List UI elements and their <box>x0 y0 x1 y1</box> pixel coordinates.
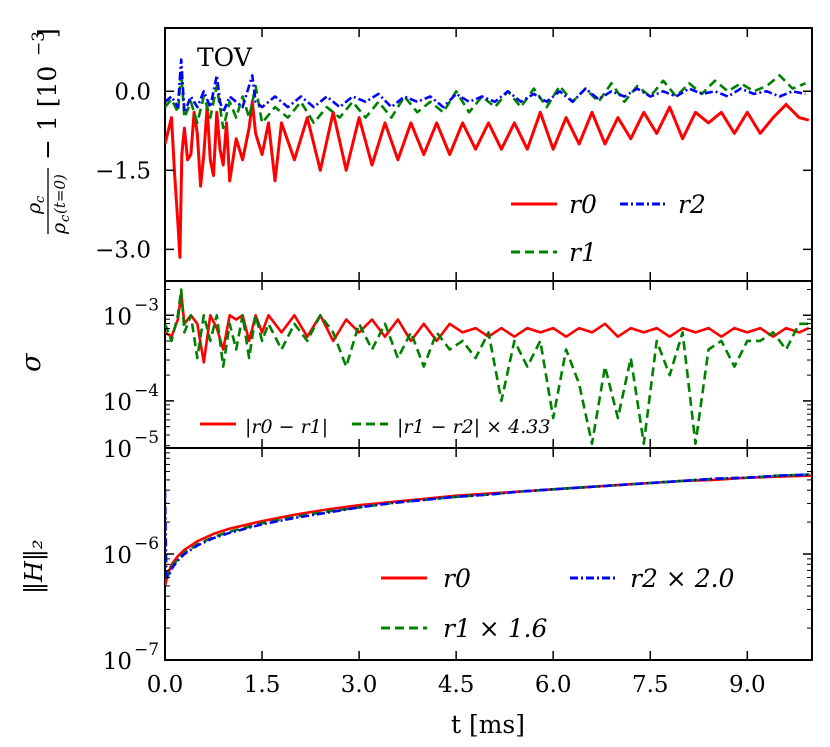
x-tick-label: 4.5 <box>438 672 475 698</box>
ylabel-den-time: (t=0) <box>51 174 69 214</box>
y-tick-label: 10 <box>103 437 132 463</box>
x-tick-label: 0.0 <box>147 672 184 698</box>
ylabel-exponent: −3 <box>29 31 49 56</box>
middle-y-label: σ <box>16 352 47 372</box>
y-tick-label: 10 <box>103 304 132 330</box>
series-line-top-0 <box>165 100 810 259</box>
y-tick-label: 0.0 <box>114 79 151 105</box>
series-line-middle-0 <box>165 292 810 364</box>
ylabel-num-sub: c <box>33 195 48 203</box>
y-tick-exponent: −6 <box>134 534 159 554</box>
y-tick-exponent: −5 <box>134 428 159 448</box>
y-tick-label: 10 <box>103 390 132 416</box>
ylabel-den-sub: c <box>58 214 73 222</box>
legend-label: r1 × 1.6 <box>443 614 548 643</box>
y-tick-label: −3.0 <box>95 237 151 263</box>
ylabel-close: ] <box>33 28 62 38</box>
legend-label: |r0 − r1| <box>245 416 328 438</box>
series-line-bottom-2 <box>165 473 812 579</box>
x-axis-label: t [ms] <box>451 710 525 739</box>
top-y-label: ρ c ρ c (t=0) − 1 [10 −3 ] <box>23 28 73 235</box>
y-tick-exponent: −4 <box>134 381 159 401</box>
legend-label: r1 <box>569 238 597 267</box>
y-tick-exponent: −7 <box>134 640 159 660</box>
ylabel-num-rho: ρ <box>23 202 45 215</box>
x-tick-label: 3.0 <box>341 672 378 698</box>
legend-label: r2 × 2.0 <box>630 564 735 593</box>
x-tick-label: 6.0 <box>535 672 572 698</box>
legend-label: r2 <box>678 190 706 219</box>
series-line-top-2 <box>165 58 806 114</box>
x-tick-label: 7.5 <box>632 672 669 698</box>
series-line-bottom-1 <box>165 473 812 579</box>
series-line-top-1 <box>165 71 806 130</box>
y-tick-label: 10 <box>103 649 132 675</box>
tov-annotation: TOV <box>197 43 253 72</box>
series-line-middle-1 <box>165 288 809 446</box>
y-tick-label: 10 <box>103 543 132 569</box>
legend-label: |r1 − r2| × 4.33 <box>397 416 550 438</box>
legend-label: r0 <box>569 190 597 219</box>
y-tick-exponent: −3 <box>134 295 159 315</box>
x-tick-label: 1.5 <box>244 672 281 698</box>
ylabel-den-rho: ρ <box>48 222 70 235</box>
y-tick-label: −1.5 <box>95 158 151 184</box>
ylabel-rest: − 1 [10 <box>33 66 62 160</box>
legend-label: r0 <box>443 564 471 593</box>
x-tick-label: 9.0 <box>729 672 766 698</box>
bottom-y-label: ‖H‖₂ <box>20 539 49 594</box>
